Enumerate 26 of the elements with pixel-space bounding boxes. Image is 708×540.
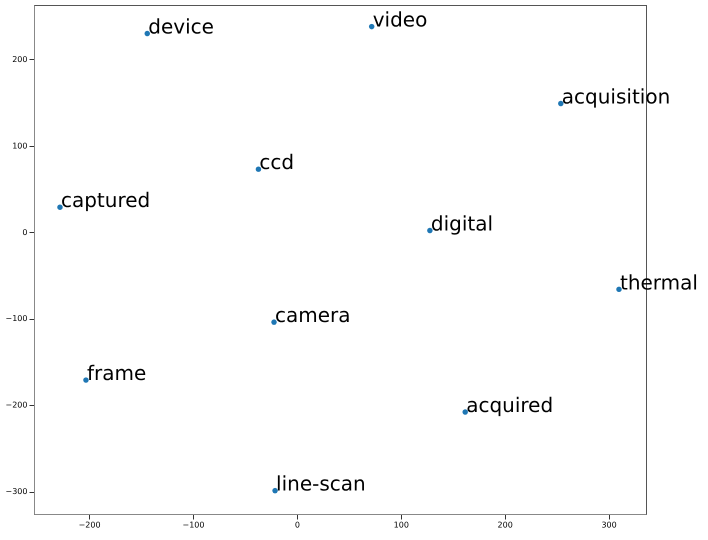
annotation: device	[148, 14, 214, 39]
y-tick-label: −300	[6, 487, 28, 496]
point	[368, 24, 374, 30]
x-tick-label: 200	[498, 520, 513, 530]
y-tick-label: −100	[6, 314, 28, 324]
point	[462, 409, 468, 415]
annotation: acquired	[466, 393, 554, 418]
y-tick-label: 100	[12, 141, 28, 150]
y-tick-label: 200	[12, 54, 28, 64]
annotation: ccd	[259, 150, 294, 174]
x-tick-label: −200	[78, 520, 101, 530]
x-tick-label: −100	[182, 520, 204, 530]
y-tick-label: 0	[22, 228, 28, 237]
annotation: captured	[60, 188, 150, 212]
annotation: line-scan	[276, 472, 366, 496]
point	[272, 488, 278, 494]
point	[271, 319, 277, 325]
y-tick-label: −200	[6, 400, 28, 410]
x-tick-label: 0	[294, 520, 300, 530]
annotation: digital	[430, 212, 494, 236]
point	[256, 166, 262, 172]
annotation: camera	[275, 303, 351, 328]
x-tick-label: 100	[394, 520, 409, 530]
x-tick-label: 300	[601, 520, 617, 530]
annotation: video	[372, 8, 428, 32]
annotation: frame	[86, 361, 146, 386]
